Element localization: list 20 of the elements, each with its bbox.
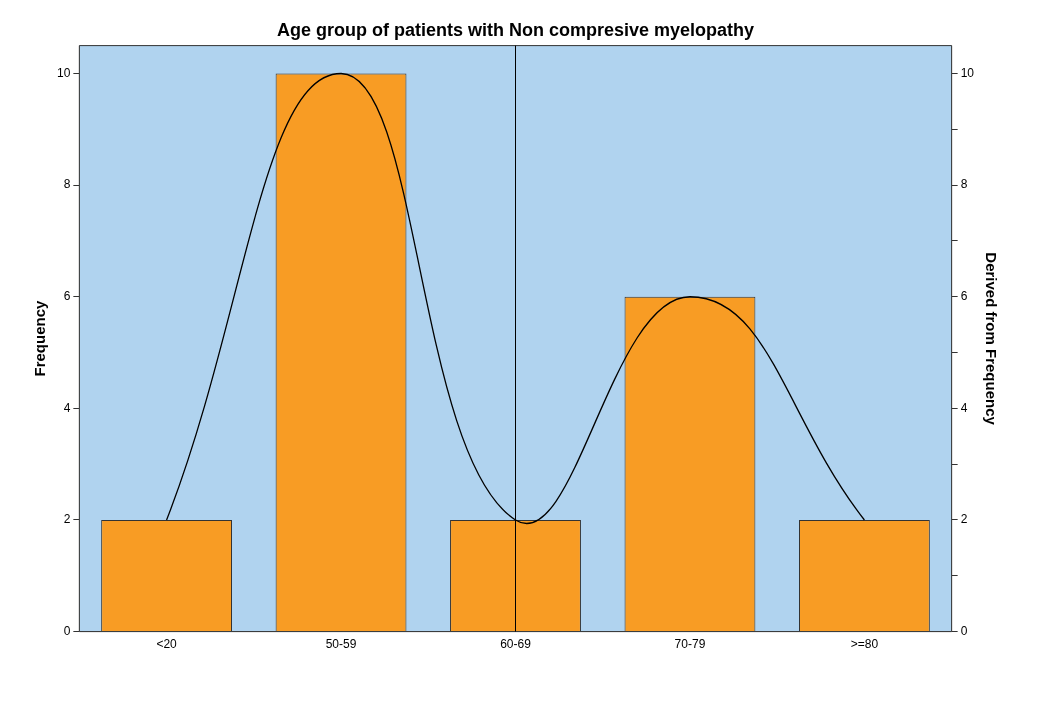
y2-tick-label: 10 — [960, 65, 975, 80]
y-tick-label: 6 — [63, 289, 71, 304]
x-tick-label: >=80 — [850, 637, 879, 652]
y2-tick-label: 0 — [960, 623, 968, 638]
x-tick-label: 60-69 — [500, 637, 532, 652]
y-tick-label: 4 — [63, 400, 71, 415]
y-tick-label: 2 — [63, 512, 71, 527]
y2-tick-label: 2 — [960, 512, 968, 527]
y2-tick-label: 4 — [960, 400, 968, 415]
x-tick-label: 70-79 — [674, 637, 706, 652]
y2-tick-label: 6 — [960, 289, 968, 304]
x-tick-label: <20 — [156, 637, 178, 652]
y-tick-label: 8 — [63, 177, 71, 192]
y-axis-title: Frequency — [31, 300, 49, 377]
y-tick-label: 10 — [56, 65, 71, 80]
chart-title: Age group of patients with Non compresive myelopathy — [276, 19, 755, 40]
x-tick-label: 50-59 — [325, 637, 357, 652]
y2-tick-label: 8 — [960, 177, 968, 192]
y2-axis-title: Derived from Frequency — [982, 252, 1000, 426]
y-tick-label: 0 — [63, 623, 71, 638]
